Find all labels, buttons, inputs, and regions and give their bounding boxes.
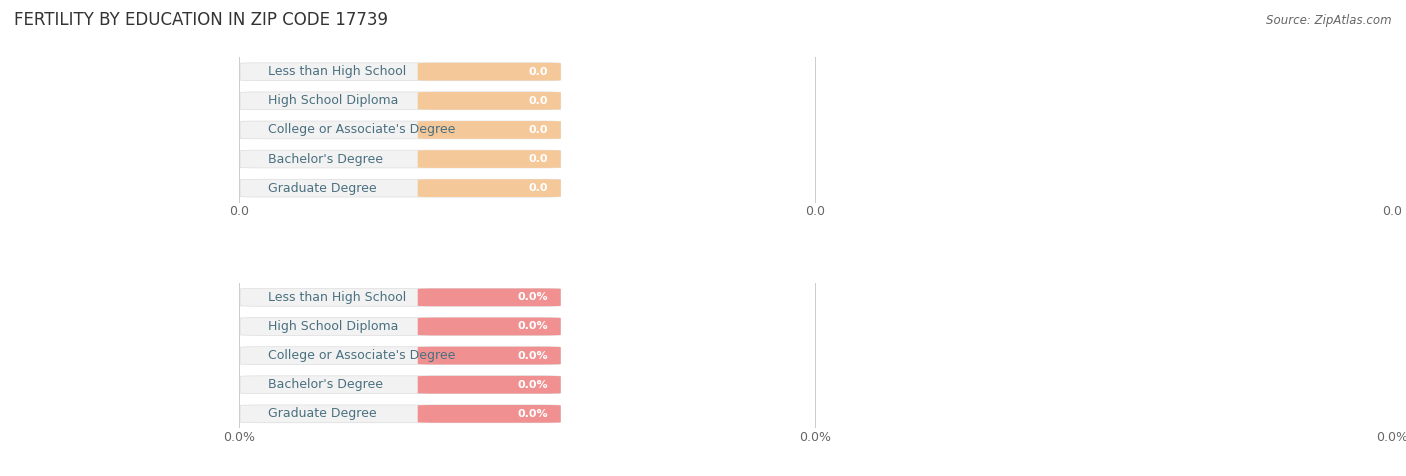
Text: Bachelor's Degree: Bachelor's Degree xyxy=(269,152,382,166)
FancyBboxPatch shape xyxy=(418,121,561,139)
FancyBboxPatch shape xyxy=(240,121,561,139)
Text: 0.0: 0.0 xyxy=(529,125,548,135)
FancyBboxPatch shape xyxy=(240,347,561,365)
FancyBboxPatch shape xyxy=(418,288,561,306)
FancyBboxPatch shape xyxy=(418,63,561,80)
Text: 0.0: 0.0 xyxy=(529,154,548,164)
Text: Graduate Degree: Graduate Degree xyxy=(269,407,377,420)
Text: College or Associate's Degree: College or Associate's Degree xyxy=(269,123,456,137)
Text: 0.0: 0.0 xyxy=(529,183,548,193)
FancyBboxPatch shape xyxy=(418,179,561,197)
FancyBboxPatch shape xyxy=(240,92,561,109)
FancyBboxPatch shape xyxy=(240,288,561,306)
Text: 0.0: 0.0 xyxy=(529,96,548,106)
FancyBboxPatch shape xyxy=(240,405,561,423)
Text: Bachelor's Degree: Bachelor's Degree xyxy=(269,378,382,391)
FancyBboxPatch shape xyxy=(418,376,561,394)
Text: 0.0%: 0.0% xyxy=(517,380,548,390)
FancyBboxPatch shape xyxy=(418,347,561,365)
Text: 0.0%: 0.0% xyxy=(517,351,548,361)
FancyBboxPatch shape xyxy=(240,376,561,394)
Text: FERTILITY BY EDUCATION IN ZIP CODE 17739: FERTILITY BY EDUCATION IN ZIP CODE 17739 xyxy=(14,10,388,29)
FancyBboxPatch shape xyxy=(418,405,561,423)
Text: High School Diploma: High School Diploma xyxy=(269,320,398,333)
FancyBboxPatch shape xyxy=(418,317,561,336)
Text: Less than High School: Less than High School xyxy=(269,291,406,304)
FancyBboxPatch shape xyxy=(418,150,561,168)
Text: High School Diploma: High School Diploma xyxy=(269,94,398,107)
FancyBboxPatch shape xyxy=(240,317,561,336)
FancyBboxPatch shape xyxy=(418,92,561,109)
FancyBboxPatch shape xyxy=(240,150,561,168)
Text: College or Associate's Degree: College or Associate's Degree xyxy=(269,349,456,362)
Text: Source: ZipAtlas.com: Source: ZipAtlas.com xyxy=(1267,14,1392,27)
FancyBboxPatch shape xyxy=(240,63,561,80)
Text: 0.0%: 0.0% xyxy=(517,321,548,331)
Text: Less than High School: Less than High School xyxy=(269,65,406,78)
FancyBboxPatch shape xyxy=(240,179,561,197)
Text: 0.0%: 0.0% xyxy=(517,292,548,302)
Text: 0.0: 0.0 xyxy=(529,67,548,77)
Text: 0.0%: 0.0% xyxy=(517,409,548,419)
Text: Graduate Degree: Graduate Degree xyxy=(269,182,377,195)
